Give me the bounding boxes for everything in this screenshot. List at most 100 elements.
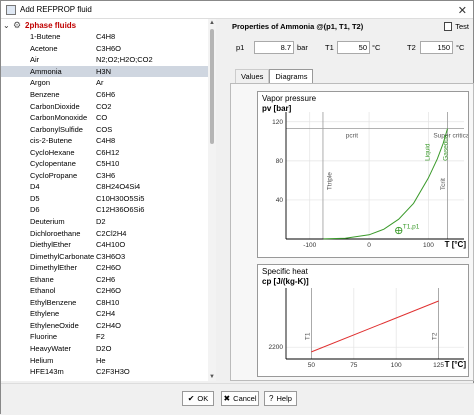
scroll-thumb[interactable] (210, 29, 214, 144)
x-axis-label: T [°C] (445, 240, 467, 249)
list-item[interactable]: CarbonMonoxide CO (1, 112, 215, 124)
y-axis-label: pv [bar] (262, 104, 292, 113)
fluid-name: HeavyWater (30, 344, 71, 354)
list-item[interactable]: CycloHexane C6H12 (1, 146, 215, 158)
p1-unit: bar (297, 43, 308, 52)
fluid-formula: C10H30O5Si5 (96, 193, 145, 203)
fluid-formula: C4H8 (96, 136, 116, 146)
close-icon[interactable]: ✕ (457, 5, 467, 17)
list-item[interactable]: Ammonia H3N (1, 65, 215, 78)
list-item[interactable]: Deuterium D2 (1, 216, 215, 228)
tcrit-label: Tcrit (440, 178, 447, 190)
t1-input[interactable] (337, 41, 370, 54)
list-item[interactable]: Benzene C6H6 (1, 89, 215, 101)
chevron-down-icon[interactable]: ⌄ (3, 20, 10, 30)
fluid-formula: C3H6 (96, 170, 116, 180)
list-item[interactable]: Ethylene C2H4 (1, 308, 215, 320)
list-item[interactable]: Fluorine F2 (1, 331, 215, 343)
fluid-name: Cyclopentane (30, 159, 76, 169)
fluid-formula: CO2 (96, 101, 112, 111)
check-icon: ✔ (187, 394, 195, 403)
fluid-name: DiethylEther (30, 240, 71, 250)
list-item[interactable]: Cyclopentane C5H10 (1, 158, 215, 170)
window-title: Add REFPROP fluid (20, 5, 92, 14)
x-tick-label: 100 (423, 242, 434, 249)
tree-scrollbar[interactable]: ▲ ▼ (208, 19, 216, 381)
list-item[interactable]: Air N2;O2;H2O;CO2 (1, 54, 215, 66)
list-item[interactable]: CarbonDioxide CO2 (1, 100, 215, 112)
tree-root-node[interactable]: ⌄ ⚙ 2phase fluids (1, 19, 215, 31)
list-item[interactable]: CycloPropane C3H6 (1, 170, 215, 182)
list-item[interactable]: DimethylCarbonate C3H6O3 (1, 250, 215, 262)
fluid-formula: C3H6O3 (96, 251, 126, 261)
fluid-name: cis-2-Butene (30, 136, 73, 146)
list-item[interactable]: Argon Ar (1, 77, 215, 89)
list-item[interactable]: HeavyWater D2O (1, 343, 215, 355)
tab-values[interactable]: Values (235, 69, 270, 83)
fluid-formula: C4H8 (96, 32, 116, 42)
scroll-up-icon[interactable]: ▲ (209, 20, 215, 26)
list-item[interactable]: cis-2-Butene C4H8 (1, 135, 215, 147)
ok-label: OK (197, 394, 209, 403)
list-item[interactable]: D6 C12H36O6Si6 (1, 204, 215, 216)
fluid-formula: He (96, 355, 106, 365)
list-item[interactable]: Ethanol C2H6O (1, 285, 215, 297)
fluid-formula: N2;O2;H2O;CO2 (96, 55, 153, 65)
fluid-name: Benzene (30, 90, 60, 99)
cancel-label: Cancel (233, 394, 257, 403)
test-button[interactable]: Test (444, 20, 469, 32)
fluid-name: Deuterium (30, 217, 65, 227)
list-item[interactable]: Ethane C2H6 (1, 273, 215, 285)
diagrams-pane: -100 0 100 40 80 120 Vapor pressure pv [bar] T [… (230, 83, 474, 381)
ok-button[interactable]: ✔ OK (182, 391, 214, 406)
list-item[interactable]: DiethylEther C4H10O (1, 239, 215, 251)
y-axis-label: cp [J/(kg-K)] (262, 277, 309, 286)
fluid-formula: Ar (96, 78, 104, 88)
list-item[interactable]: EthyleneOxide C2H4O (1, 320, 215, 332)
list-item[interactable]: EthylBenzene C8H10 (1, 297, 215, 309)
fluid-tree[interactable]: ⌄ ⚙ 2phase fluids 1-Butene C4H8 Acetone C3H… (1, 19, 216, 381)
fluid-formula: H3N (96, 66, 112, 76)
scroll-down-icon[interactable]: ▼ (209, 374, 215, 380)
close-icon: ✖ (223, 394, 231, 403)
fluid-list: 1-Butene C4H8 Acetone C3H6O Air N2;O2;H2O;CO2… (1, 31, 215, 377)
list-item[interactable]: D4 C8H24O4Si4 (1, 181, 215, 193)
fluid-name: Fluorine (30, 332, 58, 342)
fluid-name: D5 (30, 193, 40, 203)
t2-input[interactable] (420, 41, 453, 54)
y-tick-label: 40 (276, 197, 284, 204)
help-button[interactable]: ? Help (264, 391, 297, 406)
fluid-formula: C2H6O (96, 263, 122, 273)
fluid-formula: C2Cl2H4 (96, 228, 127, 238)
cancel-button[interactable]: ✖ Cancel (221, 391, 259, 406)
t1-p1-label: T1,p1 (403, 224, 420, 231)
p1-input[interactable] (254, 41, 294, 54)
properties-heading: Properties of Ammonia @(p1, T1, T2) (232, 21, 364, 31)
ttriple-label: Ttriple (326, 172, 333, 190)
chart-title: Specific heat (262, 267, 309, 276)
series-line (311, 300, 439, 353)
list-item[interactable]: D5 C10H30O5Si5 (1, 193, 215, 205)
list-item[interactable]: 1-Butene C4H8 (1, 31, 215, 43)
specific-heat-plot: 50 75 100 125 2200 Specific heat cp [J/(kg-K)]… (257, 264, 469, 377)
list-item[interactable]: DimethylEther C2H6O (1, 262, 215, 274)
test-label: Test (455, 21, 469, 31)
fluid-formula: D2 (96, 217, 106, 227)
list-item[interactable]: CarbonylSulfide COS (1, 123, 215, 135)
t2-label: T2 (407, 43, 416, 52)
fluid-formula: C2H4 (96, 309, 116, 319)
fluid-name: EthyleneOxide (30, 320, 79, 330)
list-item[interactable]: Dichloroethane C2Cl2H4 (1, 227, 215, 239)
fluid-formula: C6H12 (96, 147, 120, 157)
list-item[interactable]: Helium He (1, 354, 215, 366)
t1-label: T1 (304, 332, 311, 340)
list-item[interactable]: Acetone C3H6O (1, 43, 215, 55)
x-axis-label: T [°C] (445, 360, 467, 369)
dialog-buttons: ✔ OK ✖ Cancel ? Help (1, 383, 474, 415)
app-icon (6, 4, 16, 15)
fluid-formula: D2O (96, 344, 112, 354)
tab-diagrams[interactable]: Diagrams (269, 69, 314, 83)
fluid-name: CycloHexane (30, 147, 75, 157)
list-item[interactable]: HFE143m C2F3H3O (1, 366, 215, 378)
